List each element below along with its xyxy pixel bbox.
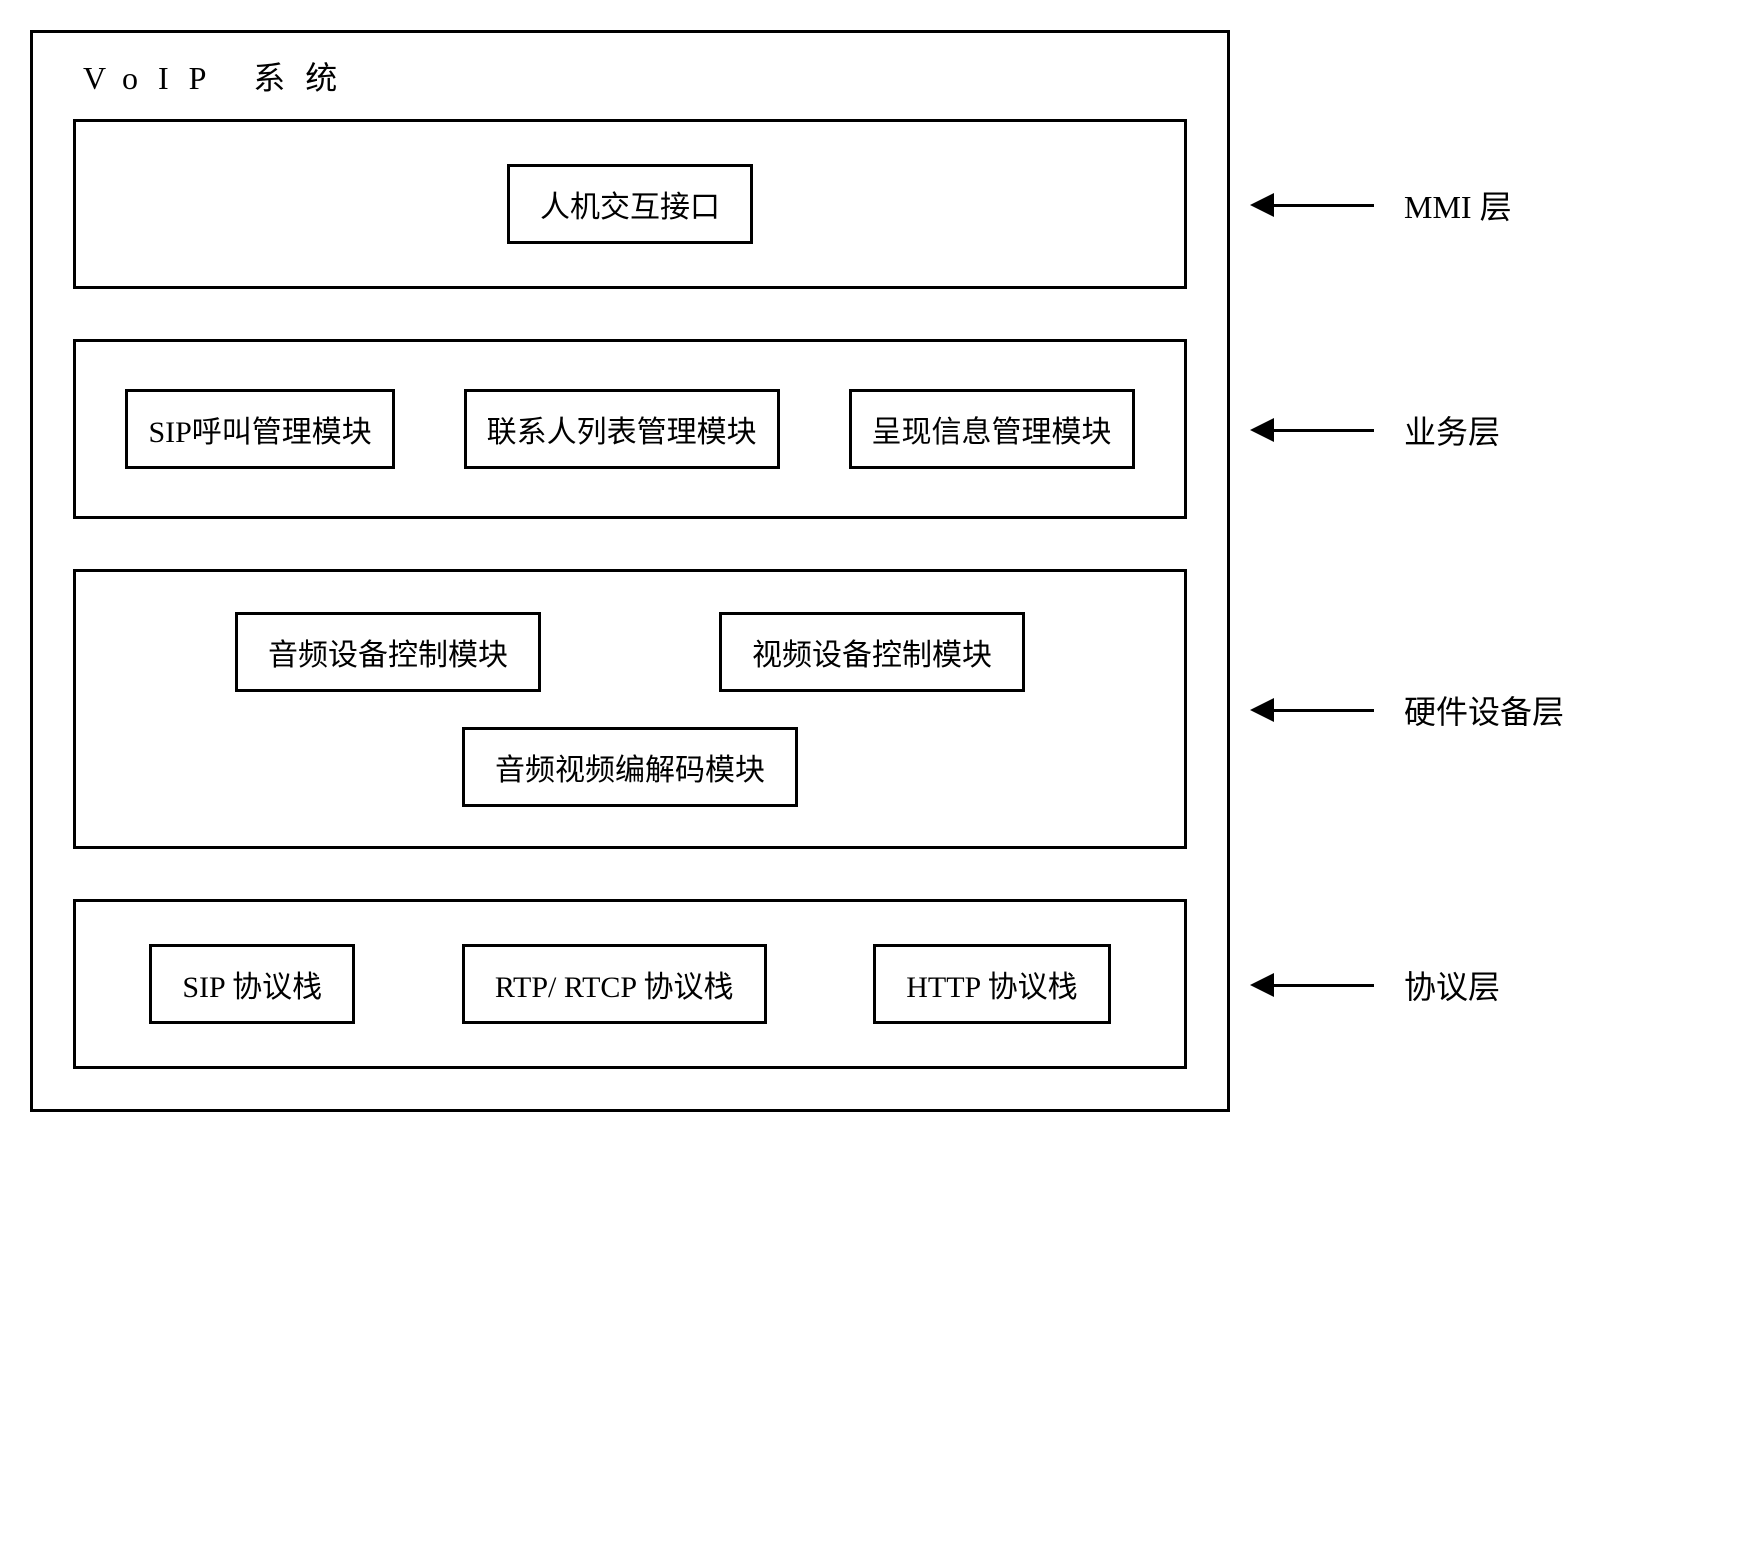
contact-list-mgmt-box: 联系人列表管理模块 — [464, 389, 780, 469]
voip-system-box: VoIP 系统 人机交互接口 SIP呼叫管理模块 联系人列表管理模块 呈现信息管… — [30, 30, 1230, 1112]
hardware-row1: 音频设备控制模块 视频设备控制模块 — [106, 612, 1154, 692]
video-device-ctrl-box: 视频设备控制模块 — [719, 612, 1025, 692]
hardware-row2: 音频视频编解码模块 — [106, 727, 1154, 807]
protocol-layer-box: SIP 协议栈 RTP/ RTCP 协议栈 HTTP 协议栈 — [73, 899, 1187, 1069]
audio-device-ctrl-box: 音频设备控制模块 — [235, 612, 541, 692]
main-title: VoIP 系统 — [83, 53, 1187, 99]
protocol-label: 协议层 — [1404, 962, 1500, 1008]
protocol-label-row: 协议层 — [1250, 900, 1564, 1070]
sip-stack-box: SIP 协议栈 — [149, 944, 355, 1024]
hardware-label-row: 硬件设备层 — [1250, 570, 1564, 850]
presence-info-mgmt-box: 呈现信息管理模块 — [849, 389, 1135, 469]
mmi-label-row: MMI 层 — [1250, 120, 1564, 290]
rtp-rtcp-stack-box: RTP/ RTCP 协议栈 — [462, 944, 767, 1024]
http-stack-box: HTTP 协议栈 — [873, 944, 1110, 1024]
service-label-row: 业务层 — [1250, 340, 1564, 520]
arrow-icon — [1250, 973, 1374, 997]
diagram-container: VoIP 系统 人机交互接口 SIP呼叫管理模块 联系人列表管理模块 呈现信息管… — [30, 30, 1709, 1112]
arrow-icon — [1250, 698, 1374, 722]
av-codec-box: 音频视频编解码模块 — [462, 727, 798, 807]
mmi-interface-box: 人机交互接口 — [507, 164, 753, 244]
labels-column: MMI 层 业务层 硬件设备层 协议层 — [1250, 30, 1564, 1070]
service-label: 业务层 — [1404, 407, 1500, 453]
service-layer-box: SIP呼叫管理模块 联系人列表管理模块 呈现信息管理模块 — [73, 339, 1187, 519]
arrow-icon — [1250, 193, 1374, 217]
hardware-layer-box: 音频设备控制模块 视频设备控制模块 音频视频编解码模块 — [73, 569, 1187, 849]
arrow-icon — [1250, 418, 1374, 442]
sip-call-mgmt-box: SIP呼叫管理模块 — [125, 389, 394, 469]
hardware-label: 硬件设备层 — [1404, 687, 1564, 733]
mmi-layer-box: 人机交互接口 — [73, 119, 1187, 289]
mmi-label: MMI 层 — [1404, 182, 1512, 228]
